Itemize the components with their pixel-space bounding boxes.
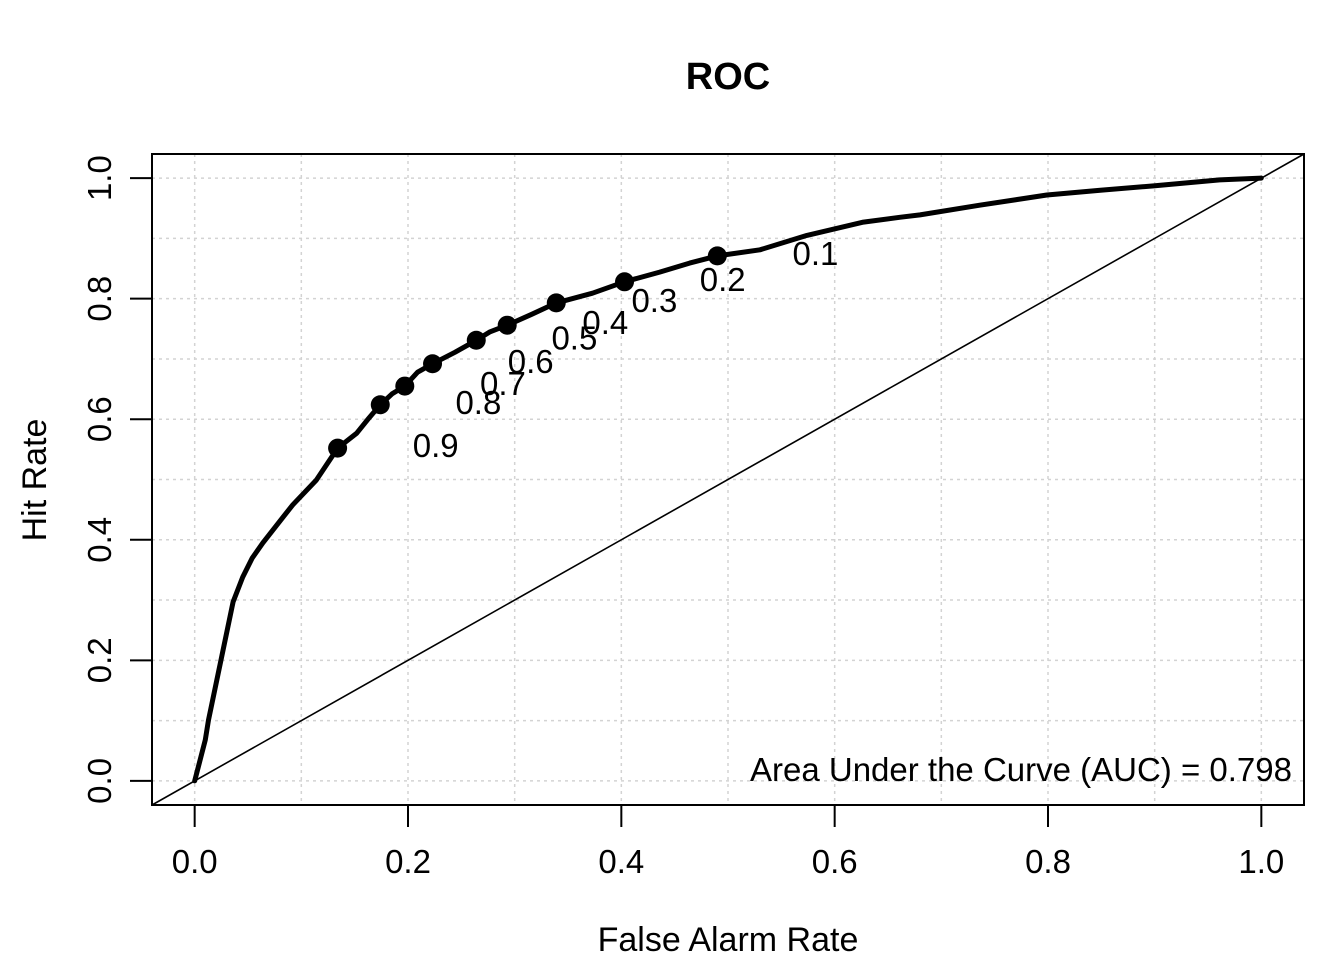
plot-box — [151, 153, 1305, 806]
threshold-labels: 0.1 0.2 0.30.40.50.60.70.8 0.9 — [413, 235, 839, 464]
x-axis-tick-label: 0.4 — [598, 843, 644, 880]
x-axis-label: False Alarm Rate — [598, 921, 859, 959]
threshold-label: 0.3 — [631, 282, 677, 319]
y-axis-tick-label: 0.8 — [81, 276, 118, 322]
threshold-label: 0.2 — [700, 261, 746, 298]
threshold-label: 0.6 — [508, 343, 554, 380]
y-axis-tick-label: 0.0 — [81, 758, 118, 804]
axis-ticks — [130, 177, 1263, 827]
x-axis-tick-label: 0.8 — [1025, 843, 1071, 880]
axis-tick-labels: 0.0 0.2 0.4 0.6 0.8 1.00.00.20.40.60.81.0 — [81, 155, 1284, 880]
y-axis-tick-label: 0.6 — [81, 396, 118, 442]
y-axis-tick-label: 0.4 — [81, 517, 118, 563]
threshold-points — [328, 246, 727, 458]
y-axis-tick-label: 0.2 — [81, 637, 118, 683]
x-axis-tick-label: 0.0 — [172, 843, 218, 880]
threshold-point — [395, 376, 415, 396]
auc-annotation: Area Under the Curve (AUC) = 0.798 — [750, 751, 1292, 788]
chart-title: ROC — [686, 56, 770, 98]
threshold-label: 0.9 — [413, 427, 459, 464]
threshold-label: 0.7 — [480, 365, 526, 402]
threshold-label: 0.4 — [582, 304, 628, 341]
x-axis-tick-label: 0.6 — [812, 843, 858, 880]
threshold-point — [466, 330, 486, 350]
threshold-point — [370, 395, 390, 415]
x-axis-tick-label: 1.0 — [1238, 843, 1284, 880]
threshold-label: 0.8 — [455, 384, 501, 421]
threshold-label: 0.1 — [793, 235, 839, 272]
y-axis-label: Hit Rate — [16, 419, 54, 542]
threshold-point — [328, 438, 348, 458]
threshold-point — [423, 354, 443, 374]
y-axis-tick-label: 1.0 — [81, 155, 118, 201]
diagonal-reference-line — [151, 153, 1305, 806]
threshold-point — [546, 293, 566, 313]
x-axis-tick-label: 0.2 — [385, 843, 431, 880]
threshold-point — [497, 315, 517, 335]
threshold-point — [707, 246, 727, 266]
threshold-point — [615, 272, 635, 292]
threshold-label: 0.5 — [551, 319, 597, 356]
